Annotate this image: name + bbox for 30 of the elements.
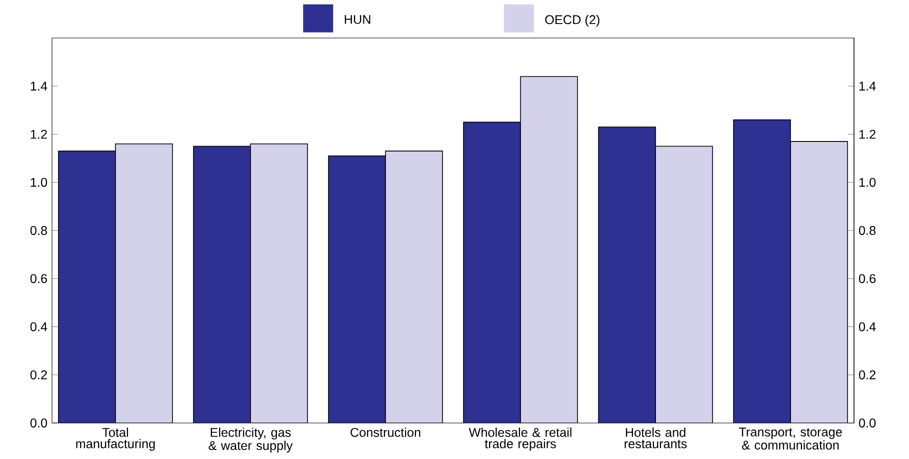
- legend-label: HUN: [344, 15, 370, 24]
- legend-label: OECD (2): [545, 14, 600, 27]
- y-tick-label: 1.4: [30, 82, 48, 90]
- x-tick-label: Electricity, gas & water supply: [208, 428, 293, 453]
- y-tick-label: 0.0: [30, 418, 48, 428]
- y-tick-label: 1.2: [30, 130, 47, 139]
- y2-tick-label: 1.4: [859, 82, 876, 90]
- bar: [520, 76, 578, 423]
- y2-tick-label: 0.8: [859, 226, 876, 235]
- x-tick-label: Construction: [350, 428, 420, 437]
- y-tick-label: 0.2: [30, 370, 47, 380]
- x-tick-label: Wholesale & retail trade repairs: [468, 428, 572, 451]
- y2-tick-label: 0.4: [859, 322, 876, 332]
- y-tick-label: 0.8: [30, 226, 47, 235]
- bar: [655, 146, 713, 423]
- bar: [385, 150, 443, 423]
- x-tick-label: Hotels and restaurants: [624, 428, 687, 448]
- y2-tick-label: 0.6: [859, 274, 876, 284]
- y2-tick-label: 0.2: [859, 370, 876, 380]
- y-tick-label: 0.6: [30, 274, 47, 284]
- y-tick-label: 0.4: [30, 322, 48, 332]
- bar: [115, 143, 173, 423]
- x-tick-label: Transport, storage & communication: [738, 428, 842, 450]
- y-tick-label: 1.0: [30, 178, 48, 187]
- bar: [250, 143, 308, 423]
- y2-tick-label: 1.2: [859, 130, 876, 139]
- y2-tick-label: 0.0: [859, 418, 876, 428]
- bar: [790, 141, 848, 423]
- y2-tick-label: 1.0: [859, 178, 876, 187]
- x-tick-label: Total manufacturing: [76, 428, 155, 451]
